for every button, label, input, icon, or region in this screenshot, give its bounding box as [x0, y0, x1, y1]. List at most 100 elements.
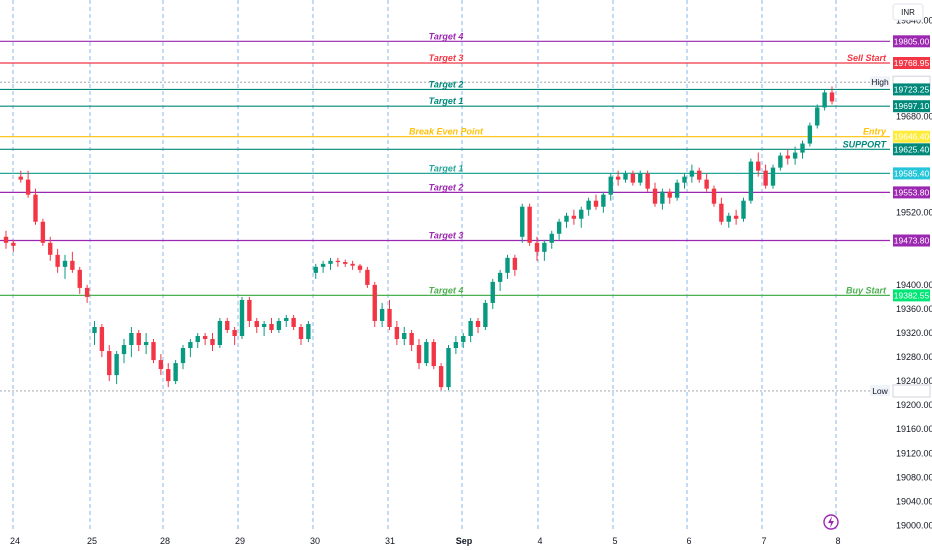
- x-tick-label: 5: [612, 536, 617, 546]
- high-label: High: [871, 77, 889, 87]
- candle-body: [261, 323, 267, 327]
- x-tick-label: 28: [160, 536, 170, 546]
- candle-body: [571, 215, 577, 219]
- candle-body: [468, 320, 473, 337]
- candle-body: [497, 272, 503, 282]
- low-label-bg: [870, 384, 890, 396]
- candle-body: [365, 269, 370, 285]
- candle-body: [151, 342, 156, 361]
- day-separators: [12, 0, 837, 530]
- candle-body: [320, 263, 326, 267]
- candle-body: [77, 269, 82, 288]
- candle-body: [638, 173, 643, 183]
- candle-body: [534, 242, 540, 252]
- price-badge-label: 19382.55: [894, 290, 930, 300]
- candle-body: [763, 170, 768, 186]
- candle-body: [697, 170, 702, 180]
- y-tick-label: 19360.00: [896, 304, 932, 314]
- candle-body: [711, 188, 717, 204]
- candle-body: [520, 206, 525, 237]
- x-tick-label: 24: [10, 536, 20, 546]
- candle-body: [70, 260, 75, 270]
- candle-body: [770, 167, 776, 186]
- price-badge-label: 19697.10: [894, 101, 930, 111]
- candle-body: [785, 155, 790, 159]
- level-right-label: Buy Start: [846, 285, 887, 295]
- candle-body: [402, 333, 407, 340]
- candle-body: [615, 176, 621, 180]
- candle-body: [33, 194, 38, 222]
- x-tick-label: 7: [761, 536, 766, 546]
- candle-body: [188, 342, 193, 349]
- y-tick-label: 19240.00: [896, 376, 932, 386]
- level-label: Target 1: [429, 96, 464, 106]
- price-badge-label: 19223.65: [894, 386, 930, 396]
- candle-body: [114, 354, 119, 376]
- candle-body: [217, 320, 223, 346]
- price-badge: [893, 35, 930, 48]
- price-badge-label: 19585.40: [894, 168, 930, 178]
- candle-body: [579, 209, 584, 219]
- candle-body: [726, 215, 731, 222]
- candle-body: [202, 336, 208, 340]
- level-label: Target 2: [429, 182, 464, 192]
- x-tick-label: 25: [87, 536, 97, 546]
- price-badge: [893, 100, 930, 113]
- candle-body: [84, 287, 90, 297]
- candle-body: [446, 348, 451, 388]
- candle-body: [166, 369, 171, 382]
- y-tick-label: 19400.00: [896, 280, 932, 290]
- candle-body: [792, 152, 798, 159]
- candle-body: [741, 200, 746, 219]
- candles: [3, 86, 835, 391]
- candle-body: [173, 363, 178, 382]
- candle-body: [527, 206, 532, 243]
- y-tick-label: 19040.00: [896, 496, 932, 506]
- price-levels: Target 4 Target 3 Sell Start Target 2 Target…: [0, 31, 890, 392]
- price-badge-label: 19805.00: [894, 36, 930, 46]
- candle-body: [593, 200, 599, 207]
- candle-body: [461, 336, 466, 343]
- time-axis[interactable]: 24 25 28 29 30 31 Sep 4 5 6 7 8: [10, 536, 841, 546]
- x-tick-label: 29: [235, 536, 245, 546]
- level-right-label: Sell Start: [847, 53, 887, 63]
- high-label-bg: [870, 76, 890, 88]
- candle-body: [379, 308, 385, 321]
- candle-body: [601, 194, 606, 207]
- candle-body: [667, 191, 672, 198]
- candle-body: [3, 236, 9, 243]
- currency-label: INR: [901, 8, 915, 17]
- candle-body: [99, 326, 105, 352]
- candle-body: [608, 176, 613, 195]
- candle-body: [815, 107, 820, 126]
- y-tick-label: 19320.00: [896, 328, 932, 338]
- candle-body: [121, 345, 127, 355]
- candle-body: [129, 333, 134, 346]
- lightning-icon[interactable]: [823, 514, 839, 530]
- level-right-label: SUPPORT: [843, 139, 888, 149]
- candle-body: [18, 176, 23, 180]
- price-badge: [893, 56, 930, 69]
- candle-body: [778, 155, 783, 168]
- candle-body: [829, 92, 835, 102]
- level-label: Break Even Point: [409, 127, 484, 137]
- y-tick-label: 19880.00: [896, 0, 932, 1]
- candle-body: [431, 342, 436, 367]
- candle-body: [564, 215, 569, 222]
- candle-body: [25, 179, 31, 195]
- candle-body: [62, 260, 68, 267]
- candle-body: [556, 221, 562, 234]
- y-tick-label: 19520.00: [896, 208, 932, 218]
- x-tick-label: 6: [686, 536, 691, 546]
- candle-body: [247, 299, 252, 321]
- candle-body: [623, 173, 628, 180]
- y-tick-label: 19080.00: [896, 472, 932, 482]
- level-label: Target 4: [429, 285, 464, 295]
- price-badge-label: 19737.00: [894, 77, 930, 87]
- currency-badge[interactable]: INR: [892, 3, 924, 21]
- y-tick-label: 19280.00: [896, 352, 932, 362]
- price-badge: [893, 289, 930, 302]
